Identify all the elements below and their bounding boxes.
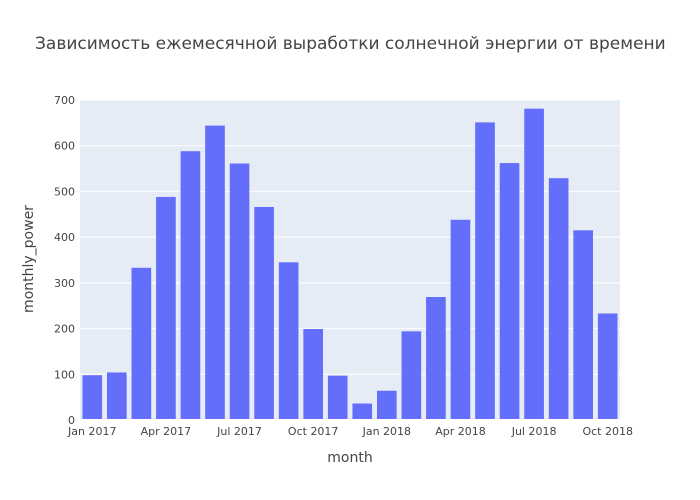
bar (131, 267, 152, 420)
y-tick-label: 600 (54, 140, 75, 153)
y-tick-label: 400 (54, 231, 75, 244)
y-tick-label: 300 (54, 277, 75, 290)
chart-title: Зависимость ежемесячной выработки солнеч… (35, 34, 666, 54)
x-tick-label: Oct 2017 (288, 425, 339, 438)
y-tick-label: 100 (54, 368, 75, 381)
y-tick-label: 200 (54, 323, 75, 336)
y-axis-label: monthly_power (21, 205, 37, 313)
bar (524, 108, 544, 420)
bar (352, 403, 373, 420)
bar (180, 151, 201, 420)
bar (254, 206, 274, 420)
y-tick-label: 0 (68, 414, 75, 427)
bar (475, 122, 495, 421)
y-tick-label: 700 (54, 94, 75, 107)
x-axis-label: month (327, 450, 373, 466)
bar (205, 125, 225, 420)
x-tick-label: Jul 2017 (216, 425, 262, 438)
bar (303, 329, 323, 420)
x-tick-label: Apr 2018 (435, 425, 486, 438)
bar (401, 331, 422, 420)
x-tick-label: Jan 2017 (67, 425, 116, 438)
bar (229, 163, 250, 421)
bar (499, 163, 520, 421)
bar (327, 375, 348, 420)
x-tick-label: Oct 2018 (582, 425, 633, 438)
bar (156, 196, 176, 420)
bar (377, 390, 397, 420)
y-tick-label: 500 (54, 185, 75, 198)
x-tick-label: Jan 2018 (362, 425, 411, 438)
bar (107, 372, 127, 420)
bar (278, 262, 299, 420)
x-tick-label: Jul 2018 (511, 425, 557, 438)
bar (450, 219, 471, 420)
bar (426, 297, 446, 420)
bar (597, 313, 618, 420)
bar (82, 375, 103, 420)
bar (548, 178, 569, 420)
x-tick-label: Apr 2017 (141, 425, 192, 438)
bar (573, 230, 593, 420)
